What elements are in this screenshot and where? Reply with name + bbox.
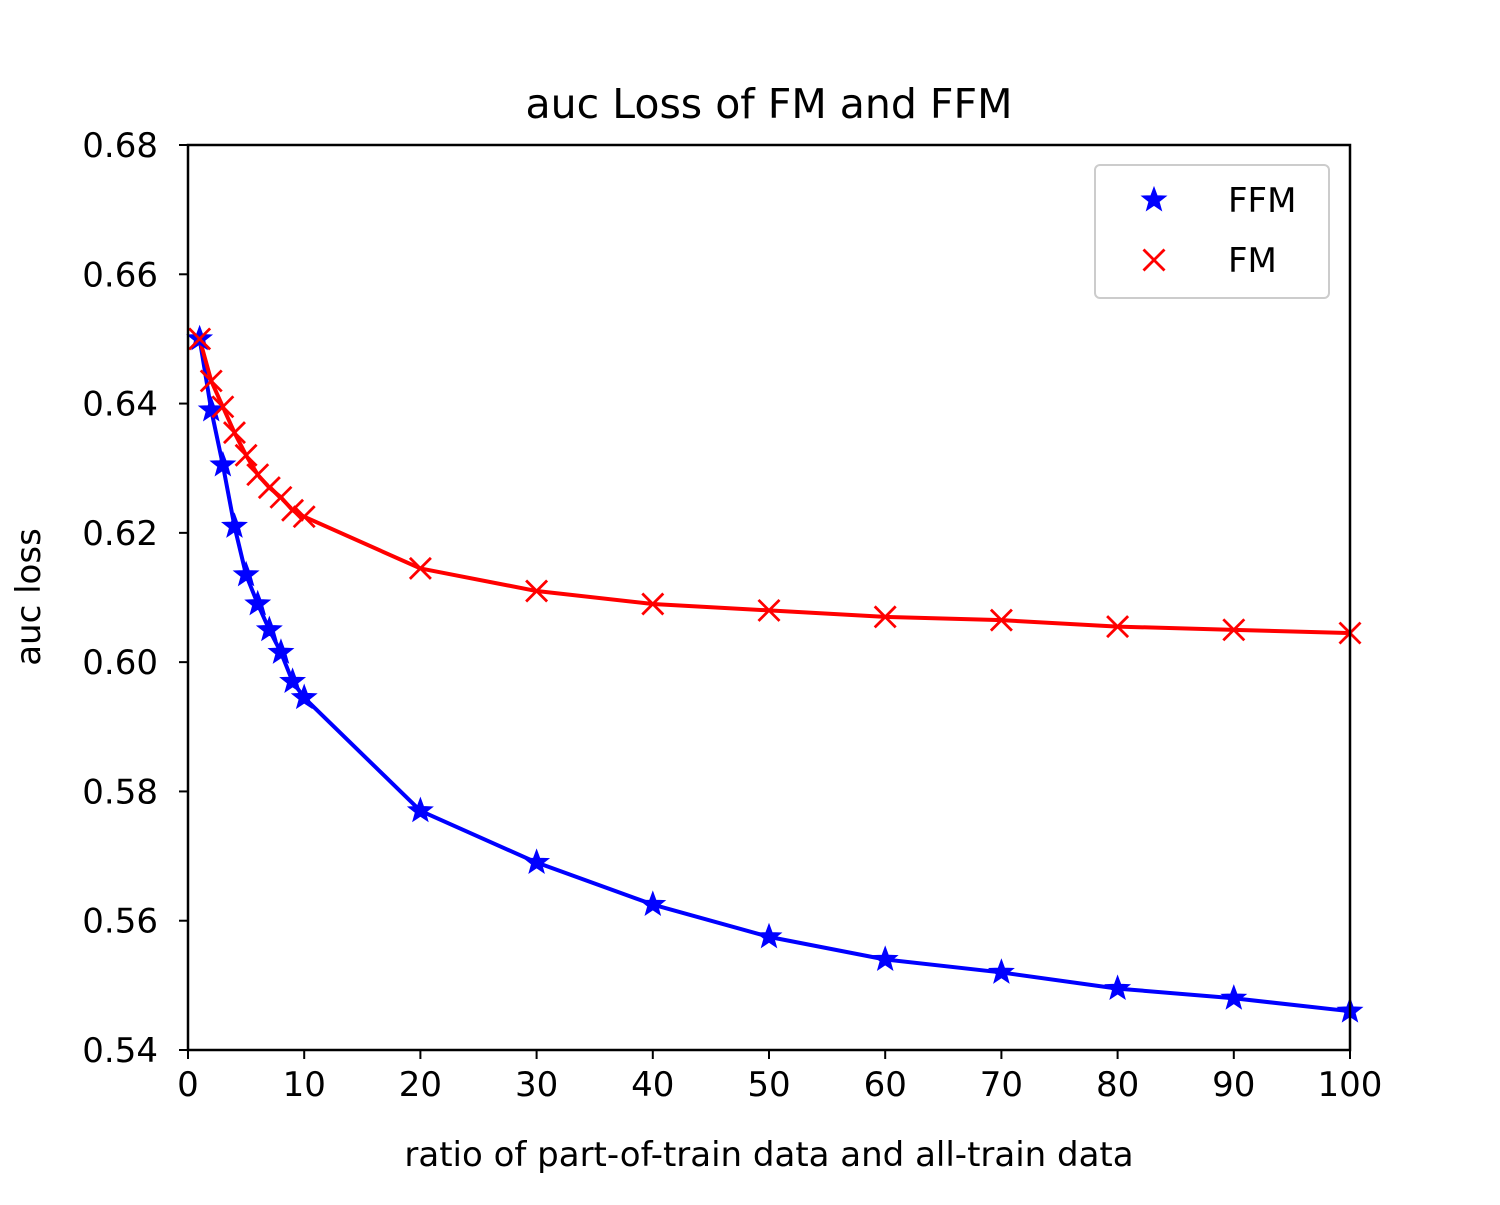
x-tick-label: 20	[399, 1065, 442, 1105]
x-tick-label: 30	[515, 1065, 558, 1105]
data-point-fm	[1222, 618, 1246, 642]
x-tick-label: 50	[747, 1065, 790, 1105]
chart-title: auc Loss of FM and FFM	[526, 80, 1013, 128]
legend-marker-shape-fm	[1142, 248, 1166, 272]
data-point-fm	[234, 443, 258, 467]
data-point-fm	[188, 327, 212, 351]
data-point-fm	[199, 369, 223, 393]
legend-marker-fm	[1142, 248, 1166, 272]
data-point-ffm	[1220, 984, 1248, 1010]
y-tick-label: 0.56	[82, 902, 158, 942]
x-tick-label: 60	[864, 1065, 907, 1105]
data-point-fm	[989, 608, 1013, 632]
x-tick-label: 90	[1212, 1065, 1255, 1105]
data-point-fm	[1106, 615, 1130, 639]
y-tick-label: 0.66	[82, 255, 158, 295]
data-point-fm	[292, 505, 316, 529]
data-point-ffm	[232, 560, 260, 587]
legend-label-fm: FM	[1228, 241, 1277, 281]
data-point-ffm	[290, 683, 318, 710]
y-axis-label: auc loss	[9, 528, 49, 666]
data-point-ffm	[406, 796, 434, 823]
data-point-ffm	[279, 667, 307, 693]
data-point-fm	[281, 498, 305, 522]
x-axis-label: ratio of part-of-train data and all-trai…	[404, 1135, 1133, 1175]
data-point-ffm	[221, 512, 248, 538]
data-point-ffm	[267, 638, 295, 664]
y-tick-label: 0.58	[82, 772, 158, 812]
x-tick-label: 100	[1318, 1065, 1383, 1105]
legend-label-ffm: FFM	[1228, 181, 1296, 221]
data-point-ffm	[244, 589, 272, 616]
data-point-ffm	[987, 958, 1015, 984]
x-axis: 0 10 20 30 40 50 60 70 80 90 100	[177, 1050, 1382, 1105]
data-point-fm	[757, 598, 781, 622]
data-point-fm	[525, 579, 549, 603]
series-line-fm	[197, 336, 1353, 636]
data-point-fm	[641, 592, 665, 616]
data-point-ffm	[639, 890, 667, 917]
data-point-fm	[408, 556, 432, 580]
x-tick-label: 80	[1096, 1065, 1139, 1105]
x-tick-label: 10	[283, 1065, 326, 1105]
x-tick-label: 70	[980, 1065, 1023, 1105]
legend-marker-shape-ffm	[1140, 185, 1168, 212]
series-line-ffm	[197, 336, 1353, 1014]
data-point-ffm	[255, 615, 283, 642]
data-point-fm	[211, 395, 235, 419]
data-point-ffm	[209, 450, 237, 477]
data-point-ffm	[197, 395, 225, 422]
data-point-fm	[873, 605, 897, 629]
y-axis: 0.54 0.56 0.58 0.60 0.62 0.64 0.66 0.68	[82, 126, 188, 1071]
y-tick-label: 0.68	[82, 126, 158, 166]
y-tick-label: 0.60	[82, 643, 158, 683]
series-layer	[186, 324, 1364, 1023]
data-point-ffm	[1104, 974, 1132, 1001]
data-point-ffm	[755, 922, 783, 949]
data-point-ffm	[871, 945, 899, 971]
legend: FFM FM	[1094, 164, 1330, 299]
y-tick-label: 0.64	[82, 385, 158, 425]
x-tick-label: 0	[177, 1065, 199, 1105]
y-tick-label: 0.54	[82, 1031, 158, 1071]
legend-marker-ffm	[1140, 185, 1168, 212]
x-tick-label: 40	[631, 1065, 674, 1105]
data-point-ffm	[523, 848, 551, 874]
y-tick-label: 0.62	[82, 514, 158, 554]
data-point-fm	[222, 421, 246, 445]
